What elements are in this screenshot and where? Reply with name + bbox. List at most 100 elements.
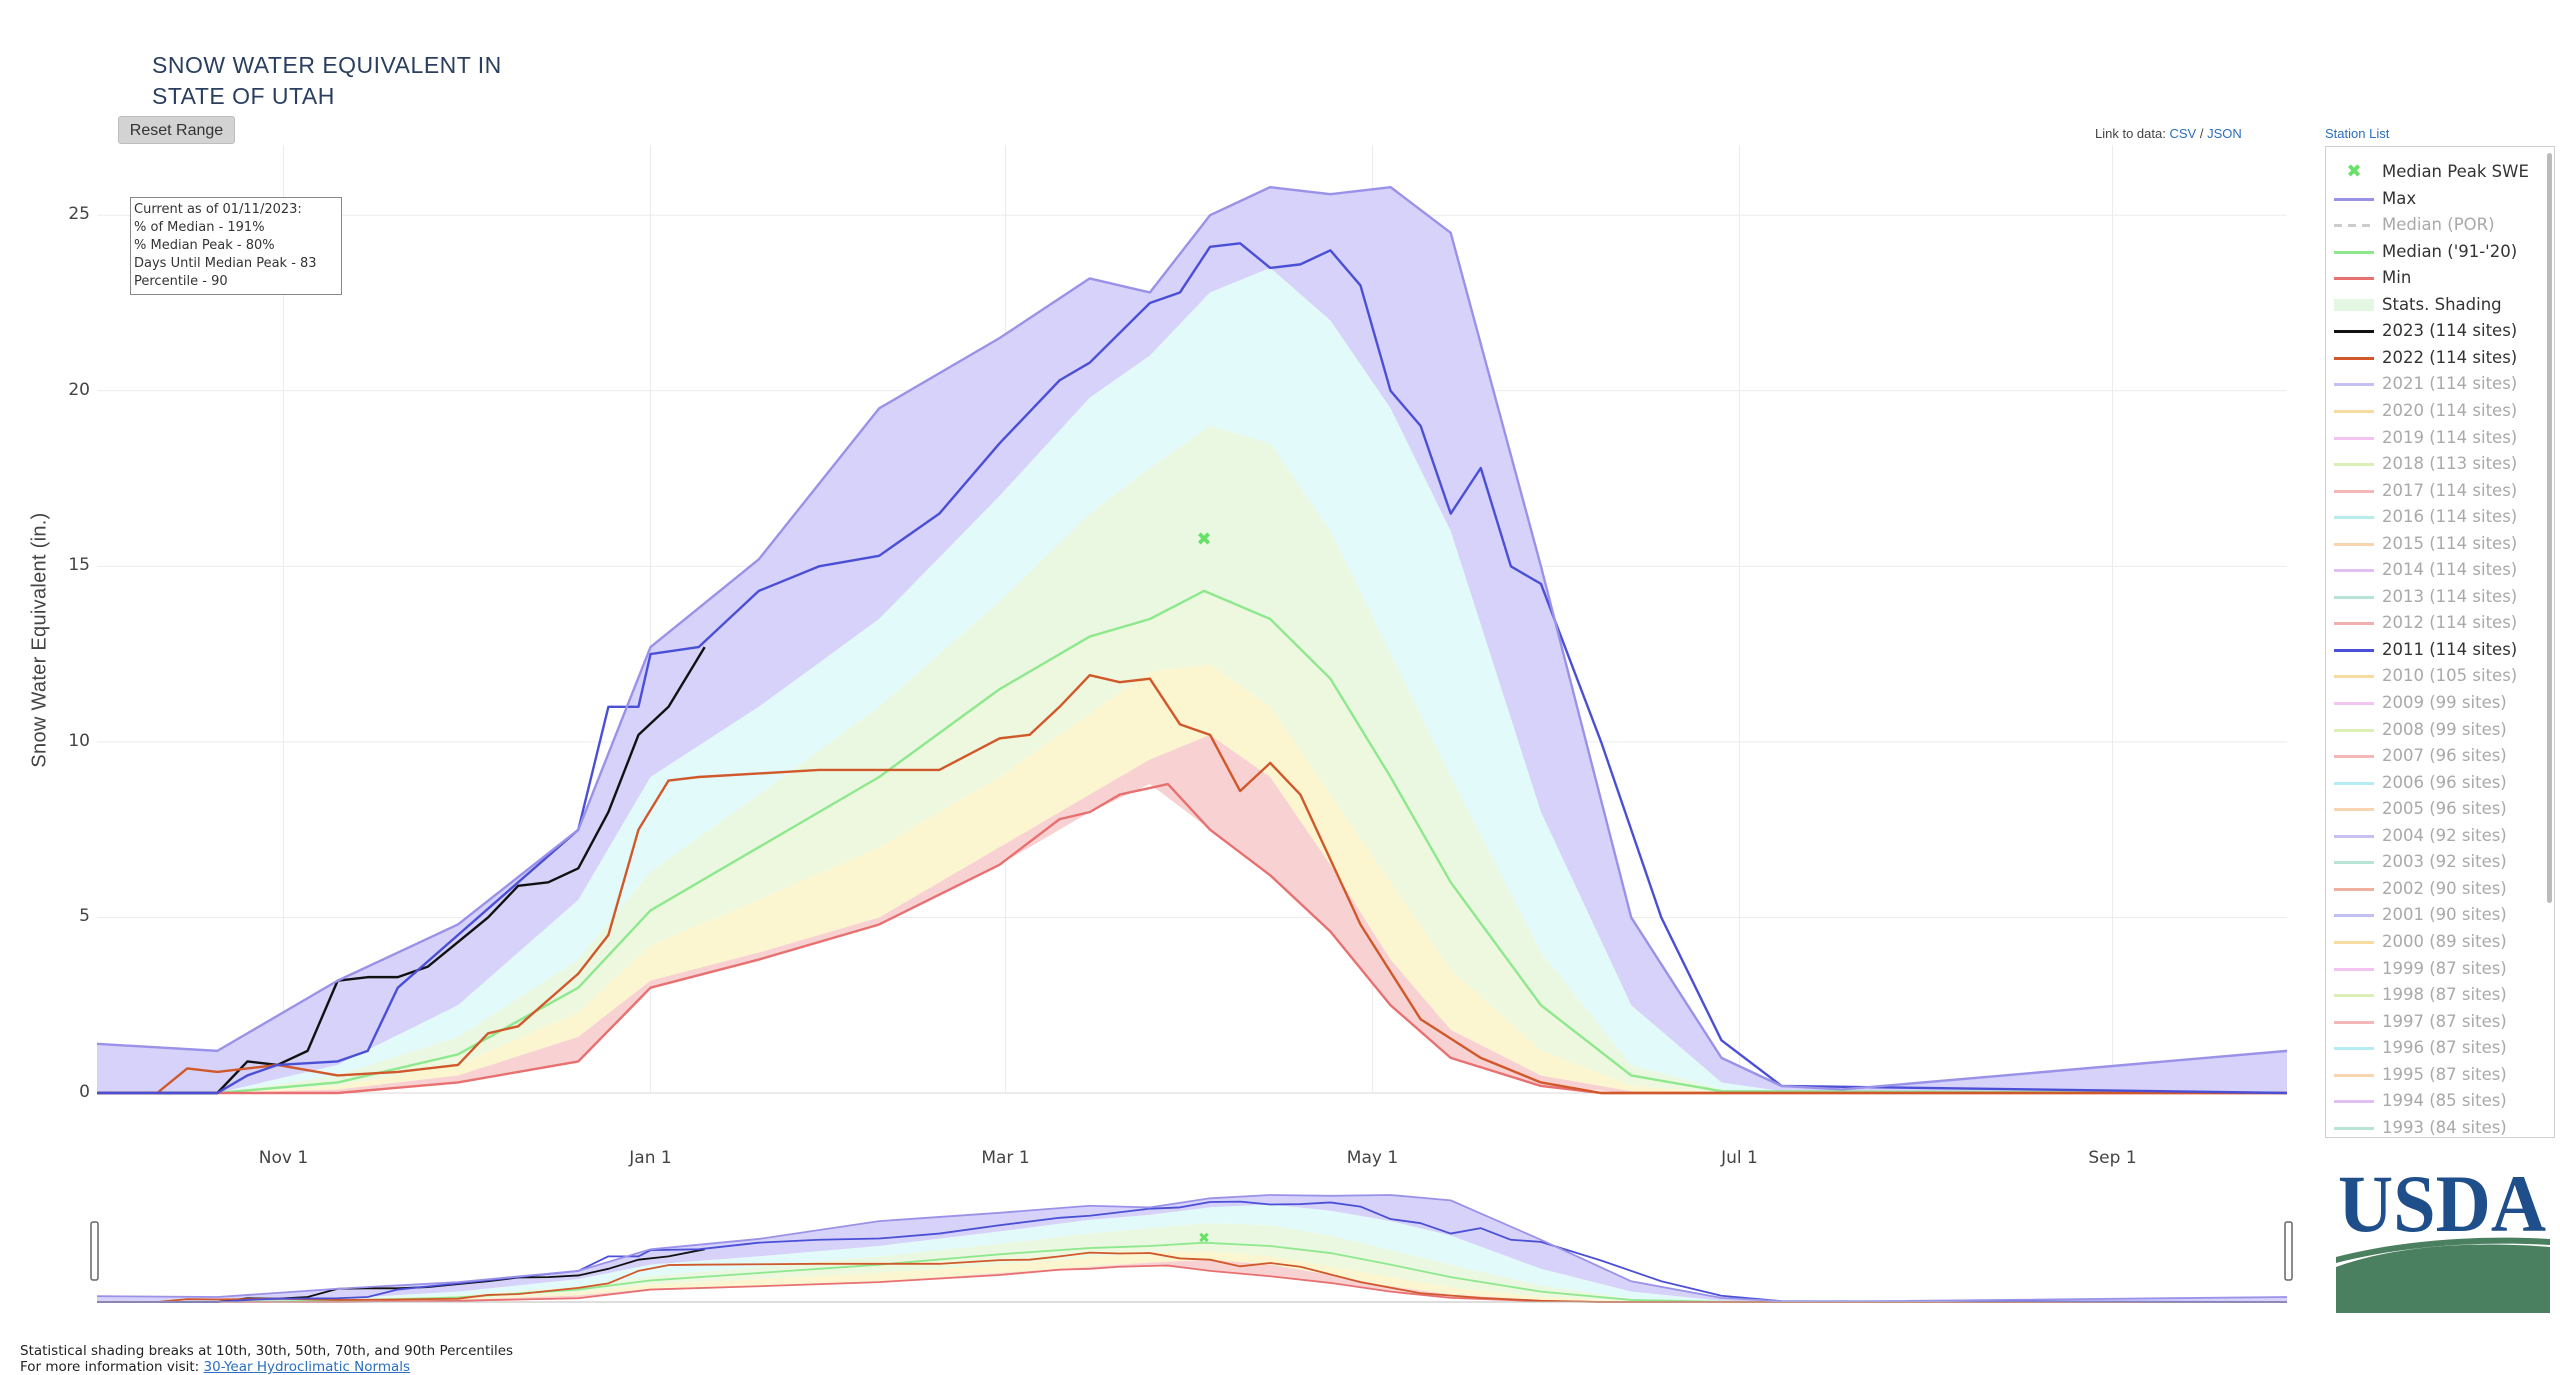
legend-item[interactable]: 2015 (114 sites)	[2326, 531, 2536, 557]
footnote: Statistical shading breaks at 10th, 30th…	[20, 1343, 513, 1375]
legend-item-label: 2012 (114 sites)	[2382, 613, 2518, 633]
legend-item[interactable]: 2014 (114 sites)	[2326, 557, 2536, 583]
legend-item[interactable]: 2009 (99 sites)	[2326, 690, 2536, 716]
legend-item-label: 2006 (96 sites)	[2382, 772, 2507, 792]
legend-item[interactable]: 2018 (113 sites)	[2326, 451, 2536, 477]
reset-range-button[interactable]: Reset Range	[118, 116, 235, 144]
legend-item[interactable]: 2008 (99 sites)	[2326, 717, 2536, 743]
json-link[interactable]: JSON	[2207, 126, 2242, 141]
legend-swatch	[2334, 250, 2374, 254]
legend-item[interactable]: Max	[2326, 186, 2536, 212]
legend-item[interactable]: 2019 (114 sites)	[2326, 425, 2536, 451]
legend-scrollbar[interactable]	[2547, 153, 2552, 903]
legend-swatch	[2334, 808, 2374, 812]
series-line	[97, 1264, 2287, 1303]
legend-item-label: 2023 (114 sites)	[2382, 321, 2518, 341]
band-max-90	[97, 187, 2287, 1094]
legend-item[interactable]: ✖ Median Peak SWE	[2326, 159, 2536, 185]
legend-item-label: 2020 (114 sites)	[2382, 400, 2518, 420]
legend-item[interactable]: 2011 (114 sites)	[2326, 637, 2536, 663]
legend-swatch	[2334, 298, 2374, 311]
legend-item-label: 1999 (87 sites)	[2382, 958, 2507, 978]
y-tick-label: 15	[68, 555, 90, 576]
range-slider-preview	[96, 1194, 2288, 1303]
legend-item-label: 1998 (87 sites)	[2382, 985, 2507, 1005]
legend-item[interactable]: 2012 (114 sites)	[2326, 610, 2536, 636]
legend-item-label: 2018 (113 sites)	[2382, 454, 2518, 474]
legend-item[interactable]: Stats. Shading	[2326, 292, 2536, 318]
legend-item[interactable]: 2006 (96 sites)	[2326, 770, 2536, 796]
legend-item[interactable]: 2000 (89 sites)	[2326, 929, 2536, 955]
legend-item[interactable]: 2023 (114 sites)	[2326, 318, 2536, 344]
legend-item[interactable]: 1998 (87 sites)	[2326, 982, 2536, 1008]
band-10-min	[97, 734, 2287, 1093]
series-line	[97, 242, 2288, 1095]
legend-swatch	[2334, 516, 2374, 520]
legend-item-label: Stats. Shading	[2382, 294, 2502, 314]
x-tick-label: Nov 1	[258, 1148, 309, 1168]
title-line-1: SNOW WATER EQUIVALENT IN	[152, 52, 502, 78]
legend-item-label: 2004 (92 sites)	[2382, 825, 2507, 845]
info-days-until-peak: Days Until Median Peak - 83	[134, 256, 317, 271]
legend-swatch	[2334, 755, 2374, 759]
legend-item[interactable]: 1996 (87 sites)	[2326, 1035, 2536, 1061]
x-tick-label: Sep 1	[2088, 1148, 2137, 1168]
series-line	[96, 1194, 2288, 1303]
legend-item[interactable]: 2021 (114 sites)	[2326, 371, 2536, 397]
legend-item[interactable]: 2010 (105 sites)	[2326, 663, 2536, 689]
series-line	[97, 673, 2287, 1095]
legend-item[interactable]: 2007 (96 sites)	[2326, 743, 2536, 769]
legend-item[interactable]: Median ('91-'20)	[2326, 239, 2536, 265]
legend-swatch	[2334, 728, 2374, 732]
legend-item-label: Max	[2382, 188, 2417, 208]
footnote-shading: Statistical shading breaks at 10th, 30th…	[20, 1343, 514, 1359]
station-list-link[interactable]: Station List	[2325, 126, 2390, 141]
legend-item-label: 2000 (89 sites)	[2382, 931, 2507, 951]
legend-item-label: 1995 (87 sites)	[2382, 1064, 2507, 1084]
csv-link[interactable]: CSV	[2169, 126, 2197, 141]
legend-item[interactable]: 1993 (84 sites)	[2326, 1115, 2536, 1137]
legend-item[interactable]: 2005 (96 sites)	[2326, 796, 2536, 822]
legend-item[interactable]: 1995 (87 sites)	[2326, 1062, 2536, 1088]
legend-item-label: 2022 (114 sites)	[2382, 347, 2518, 367]
legend-item[interactable]: 2022 (114 sites)	[2326, 345, 2536, 371]
legend-item-label: 1993 (84 sites)	[2382, 1117, 2507, 1137]
current-status-box: Current as of 01/11/2023: % of Median - …	[130, 197, 342, 295]
legend-item[interactable]: 2003 (92 sites)	[2326, 849, 2536, 875]
link-to-data: Link to data: CSV / JSON	[2095, 126, 2242, 141]
legend-swatch	[2334, 489, 2374, 493]
x-marker-icon: ✖	[2346, 161, 2362, 182]
title-line-2: STATE OF UTAH	[152, 83, 335, 109]
legend-swatch	[2334, 702, 2374, 705]
legend-swatch	[2334, 277, 2374, 281]
legend-item[interactable]: 1994 (85 sites)	[2326, 1088, 2536, 1114]
legend-item[interactable]: Median (POR)	[2326, 212, 2536, 238]
legend-item-label: 2013 (114 sites)	[2382, 586, 2518, 606]
legend-swatch	[2334, 622, 2374, 626]
series-line	[96, 185, 2288, 1091]
range-handle-right[interactable]	[2284, 1221, 2293, 1281]
legend-item[interactable]: 2002 (90 sites)	[2326, 876, 2536, 902]
legend-item[interactable]: 2004 (92 sites)	[2326, 823, 2536, 849]
legend-item-label: 2016 (114 sites)	[2382, 507, 2518, 527]
info-percent-median-peak: % Median Peak - 80%	[134, 238, 275, 253]
legend-item[interactable]: 1997 (87 sites)	[2326, 1009, 2536, 1035]
legend-item[interactable]: 2001 (90 sites)	[2326, 902, 2536, 928]
legend-swatch	[2334, 1100, 2374, 1104]
legend-swatch	[2334, 1073, 2374, 1077]
band-90-70	[97, 1204, 2287, 1302]
legend-item[interactable]: 1999 (87 sites)	[2326, 956, 2536, 982]
series-line	[97, 1200, 2288, 1303]
y-tick-label: 20	[68, 379, 90, 400]
legend-item[interactable]: 2013 (114 sites)	[2326, 584, 2536, 610]
legend-swatch	[2334, 463, 2374, 467]
hydroclimatic-normals-link[interactable]: 30-Year Hydroclimatic Normals	[203, 1359, 411, 1375]
legend-item[interactable]: 2020 (114 sites)	[2326, 398, 2536, 424]
legend-item[interactable]: Min	[2326, 265, 2536, 291]
legend-item[interactable]: 2016 (114 sites)	[2326, 504, 2536, 530]
range-handle-left[interactable]	[90, 1221, 99, 1281]
legend-item-label: 2003 (92 sites)	[2382, 852, 2507, 872]
legend-swatch	[2334, 197, 2374, 201]
legend-item[interactable]: 2017 (114 sites)	[2326, 478, 2536, 504]
y-tick-label: 5	[79, 906, 90, 927]
